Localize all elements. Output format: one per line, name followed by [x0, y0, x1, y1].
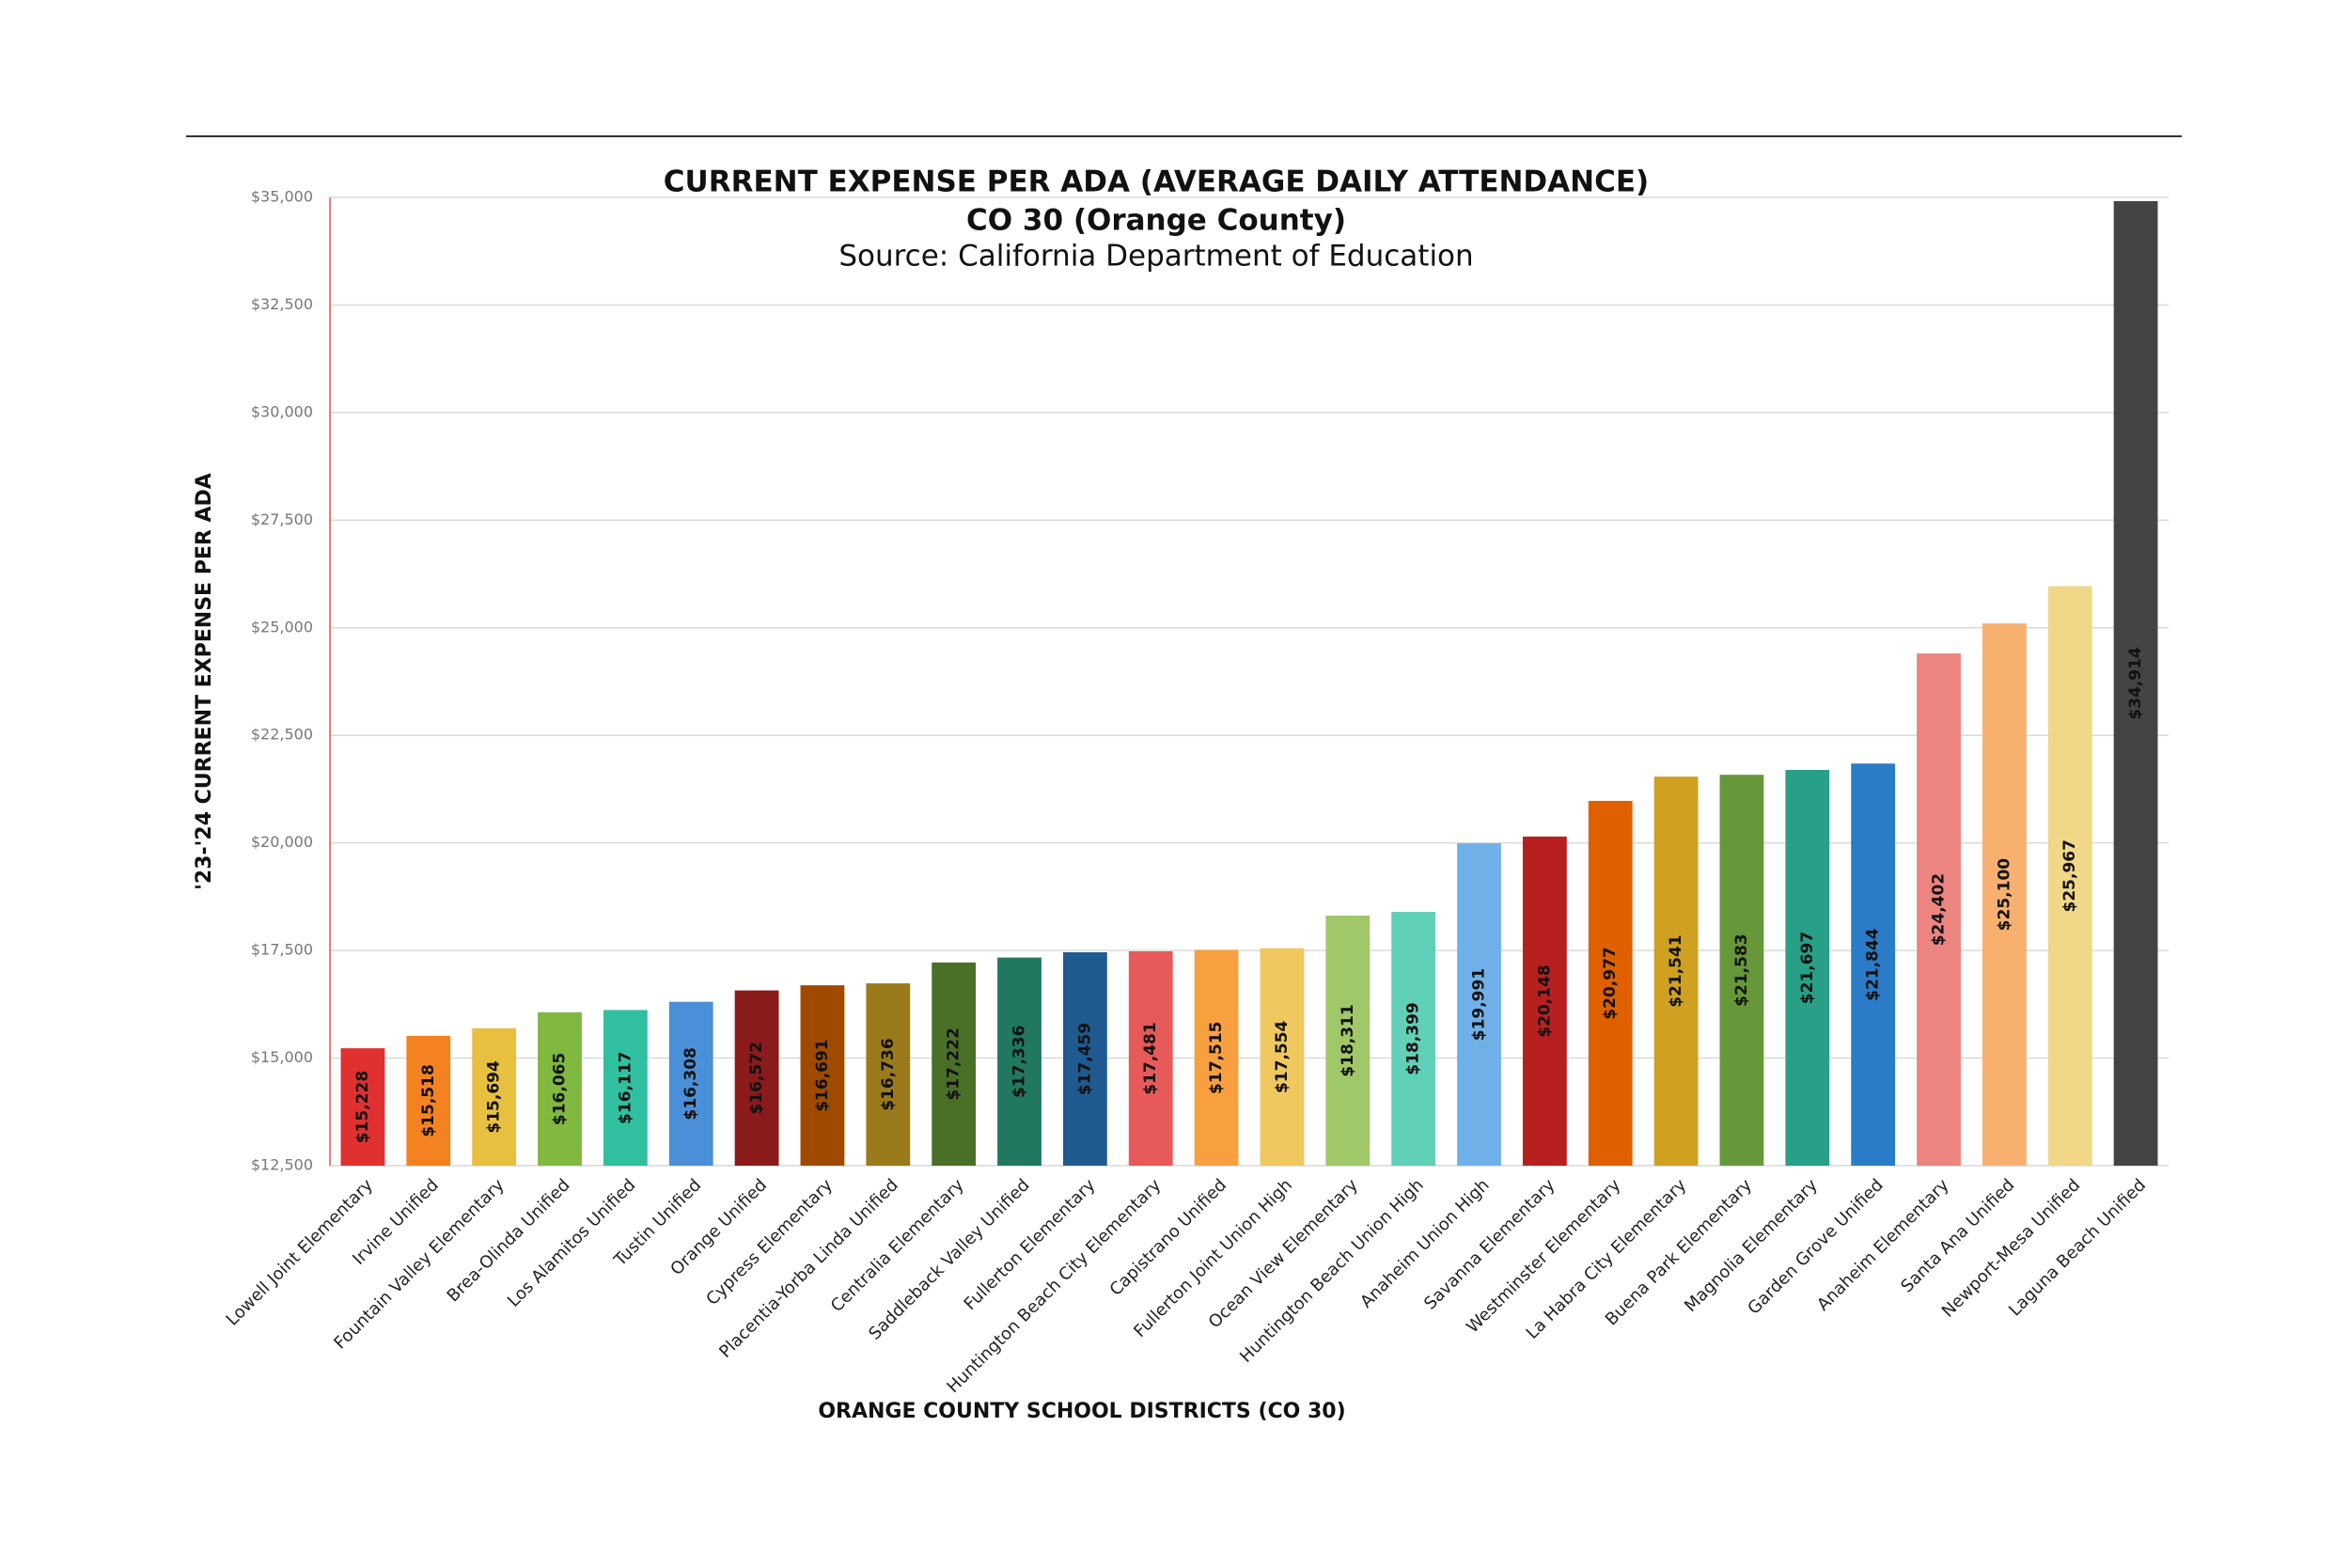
- chart-source: Source: California Department of Educati…: [838, 240, 1473, 274]
- value-label: $19,991: [1470, 968, 1489, 1041]
- y-tick-label: $27,500: [251, 510, 313, 528]
- bar: [734, 990, 779, 1166]
- value-label: $15,694: [485, 1060, 504, 1134]
- value-label: $21,844: [1864, 928, 1883, 1001]
- x-tick-label: Santa Ana Unified: [1897, 1175, 2018, 1296]
- value-label: $16,736: [879, 1038, 898, 1110]
- value-label: $24,402: [1930, 873, 1949, 946]
- x-tick-label: Brea-Olinda Unified: [444, 1175, 574, 1306]
- value-label: $21,541: [1667, 934, 1685, 1007]
- bar: [406, 1035, 451, 1166]
- x-tick-label: Cypress Elementary: [702, 1175, 837, 1309]
- y-tick-label: $30,000: [251, 402, 313, 420]
- x-axis-label: ORANGE COUNTY SCHOOL DISTRICTS (CO 30): [818, 1400, 1345, 1423]
- x-tick-label: Los Alamitos Unified: [504, 1175, 639, 1310]
- bar: [866, 983, 911, 1166]
- chart-title: CURRENT EXPENSE PER ADA (AVERAGE DAILY A…: [664, 165, 1649, 199]
- value-label: $16,117: [616, 1051, 634, 1123]
- value-label: $18,311: [1339, 1004, 1357, 1076]
- x-tick-label: Capistrano Unified: [1106, 1175, 1231, 1300]
- value-label: $16,691: [813, 1039, 832, 1111]
- bar: [1260, 948, 1305, 1166]
- bar: [1128, 950, 1173, 1166]
- bar: [1522, 836, 1567, 1166]
- value-label: $34,914: [2126, 647, 2145, 720]
- value-label: $15,228: [353, 1071, 372, 1143]
- value-label: $17,459: [1075, 1023, 1094, 1095]
- value-label: $18,399: [1404, 1002, 1423, 1074]
- bar: [1917, 653, 1961, 1166]
- value-label: $16,572: [747, 1042, 766, 1114]
- y-tick-label: $25,000: [251, 618, 313, 635]
- bar: [538, 1011, 582, 1166]
- value-label: $16,308: [682, 1047, 700, 1120]
- bar: [1325, 915, 1371, 1166]
- bar: [340, 1048, 385, 1166]
- value-label: $17,515: [1207, 1021, 1226, 1093]
- y-tick-label: $12,500: [251, 1156, 313, 1174]
- bar: [1982, 623, 2027, 1166]
- x-tick-label: Laguna Beach Unified: [2005, 1175, 2150, 1320]
- chart-subtitle: CO 30 (Orange County): [966, 204, 1346, 238]
- bar: [1457, 843, 1501, 1166]
- y-axis-label: '23-'24 CURRENT EXPENSE PER ADA: [193, 473, 216, 890]
- value-label: $21,697: [1798, 932, 1817, 1004]
- bar: [1062, 951, 1107, 1166]
- bar: [472, 1027, 517, 1166]
- y-tick-label: $35,000: [251, 188, 313, 206]
- bar: [932, 962, 977, 1166]
- bar: [668, 1001, 713, 1166]
- y-tick-label: $20,000: [251, 833, 313, 851]
- value-label: $15,518: [419, 1064, 438, 1137]
- bar: [1194, 949, 1239, 1166]
- bar: [603, 1010, 648, 1166]
- value-label: $20,148: [1535, 964, 1554, 1037]
- bar: [2113, 200, 2158, 1166]
- y-tick-label: $15,000: [251, 1048, 313, 1066]
- value-label: $17,222: [945, 1027, 964, 1100]
- value-label: $17,336: [1010, 1026, 1029, 1098]
- x-tick-label: Garden Grove Unified: [1744, 1175, 1887, 1318]
- y-tick-label: $17,500: [251, 941, 313, 959]
- y-tick-label: $32,500: [251, 295, 313, 313]
- bar: [1653, 776, 1699, 1166]
- x-tick-label: Savanna Elementary: [1420, 1175, 1559, 1314]
- bar: [1851, 763, 1896, 1166]
- bar: [2047, 586, 2092, 1166]
- bar: [800, 985, 845, 1166]
- bar: [1719, 775, 1764, 1166]
- x-tick-label: Magnolia Elementary: [1681, 1175, 1822, 1316]
- value-label: $20,977: [1601, 947, 1620, 1019]
- bar: [1588, 800, 1633, 1166]
- value-label: $17,481: [1141, 1022, 1160, 1094]
- x-tick-label: Fullerton Elementary: [961, 1175, 1100, 1314]
- value-label: $21,583: [1732, 933, 1751, 1006]
- x-tick-label: Anaheim Union High: [1356, 1175, 1493, 1311]
- value-label: $25,967: [2060, 839, 2079, 912]
- x-tick-label: Centralia Elementary: [827, 1175, 968, 1316]
- value-label: $16,065: [551, 1053, 570, 1125]
- y-tick-label: $22,500: [251, 726, 313, 744]
- value-label: $17,554: [1273, 1020, 1292, 1093]
- bar: [1391, 911, 1436, 1166]
- value-label: $25,100: [1995, 858, 2013, 932]
- x-tick-label: Anaheim Elementary: [1813, 1175, 1953, 1315]
- bar: [997, 957, 1042, 1166]
- bar: [1785, 769, 1830, 1166]
